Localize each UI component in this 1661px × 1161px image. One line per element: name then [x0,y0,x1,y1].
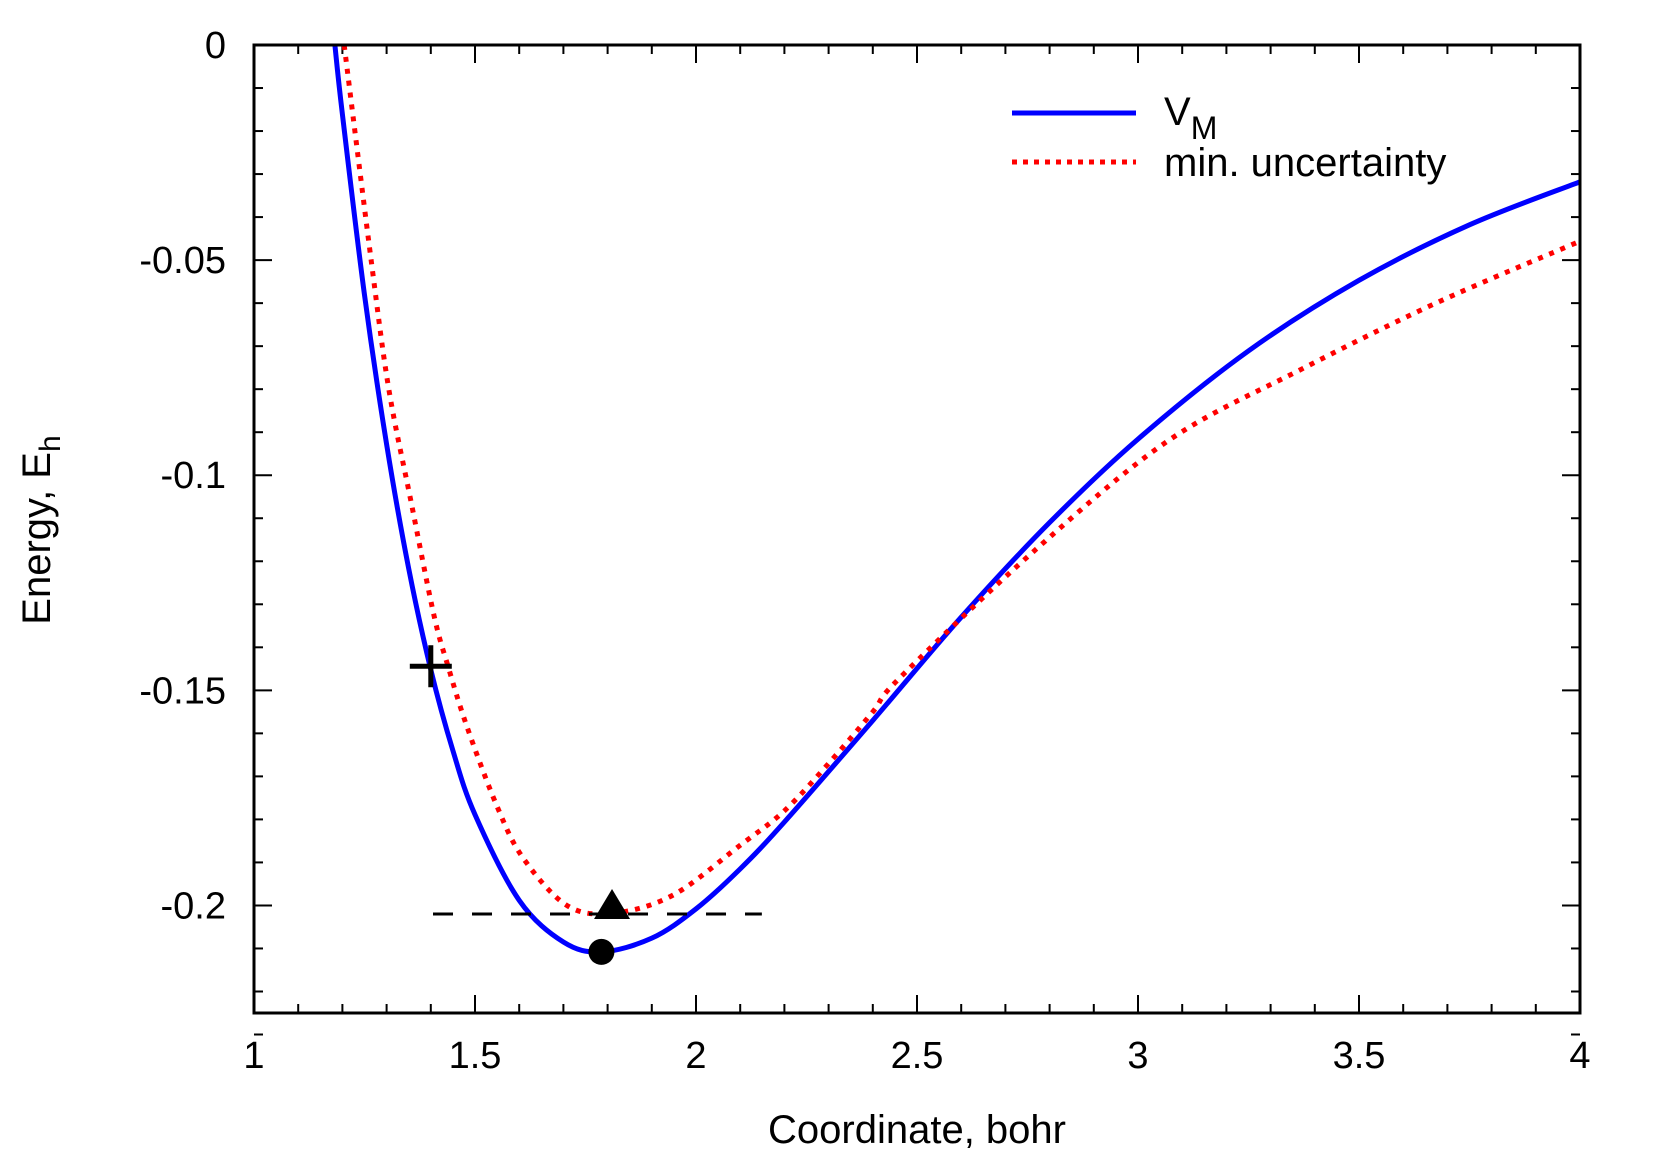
legend-label-vm: V [1164,90,1191,134]
x-axis-label: Coordinate, bohr [768,1108,1066,1152]
marker-layer [409,645,631,965]
x-tick-label: 1.5 [449,1035,502,1077]
y-tick-label: -0.1 [161,455,226,497]
plot-frame [252,43,1582,1015]
x-tick-label: 2 [685,1035,706,1077]
svg-text:VM: VM [1164,90,1217,146]
x-tick-label: 3.5 [1333,1035,1386,1077]
legend-label-vm-sub: M [1191,110,1218,146]
axis-ticks [253,44,1581,1036]
x-tick-label: 2.5 [891,1035,944,1077]
legend-label-min-uncertainty: min. uncertainty [1164,141,1446,185]
tick-labels: 1 1.5 2 2.5 3 3.5 4 0 -0.05 -0.1 -0.15 -0.2 [139,25,1590,1077]
y-tick-label: -0.2 [161,885,226,927]
triangle-marker [594,889,631,920]
x-tick-label: 3 [1127,1035,1148,1077]
series-line-vm [332,45,1580,955]
y-tick-label: 0 [205,25,226,67]
circle-marker [588,938,615,965]
x-tick-label: 1 [243,1035,264,1077]
y-tick-label: -0.15 [139,670,226,712]
legend: VM min. uncertainty [1012,90,1446,185]
y-tick-label: -0.05 [139,240,226,282]
series-line-min-uncertainty [341,45,1580,917]
legend-entry-vm: VM [1012,90,1217,146]
legend-entry-min-uncertainty: min. uncertainty [1012,141,1446,185]
y-axis-label: Energy, Eh [15,435,67,624]
x-tick-label: 4 [1569,1035,1590,1077]
